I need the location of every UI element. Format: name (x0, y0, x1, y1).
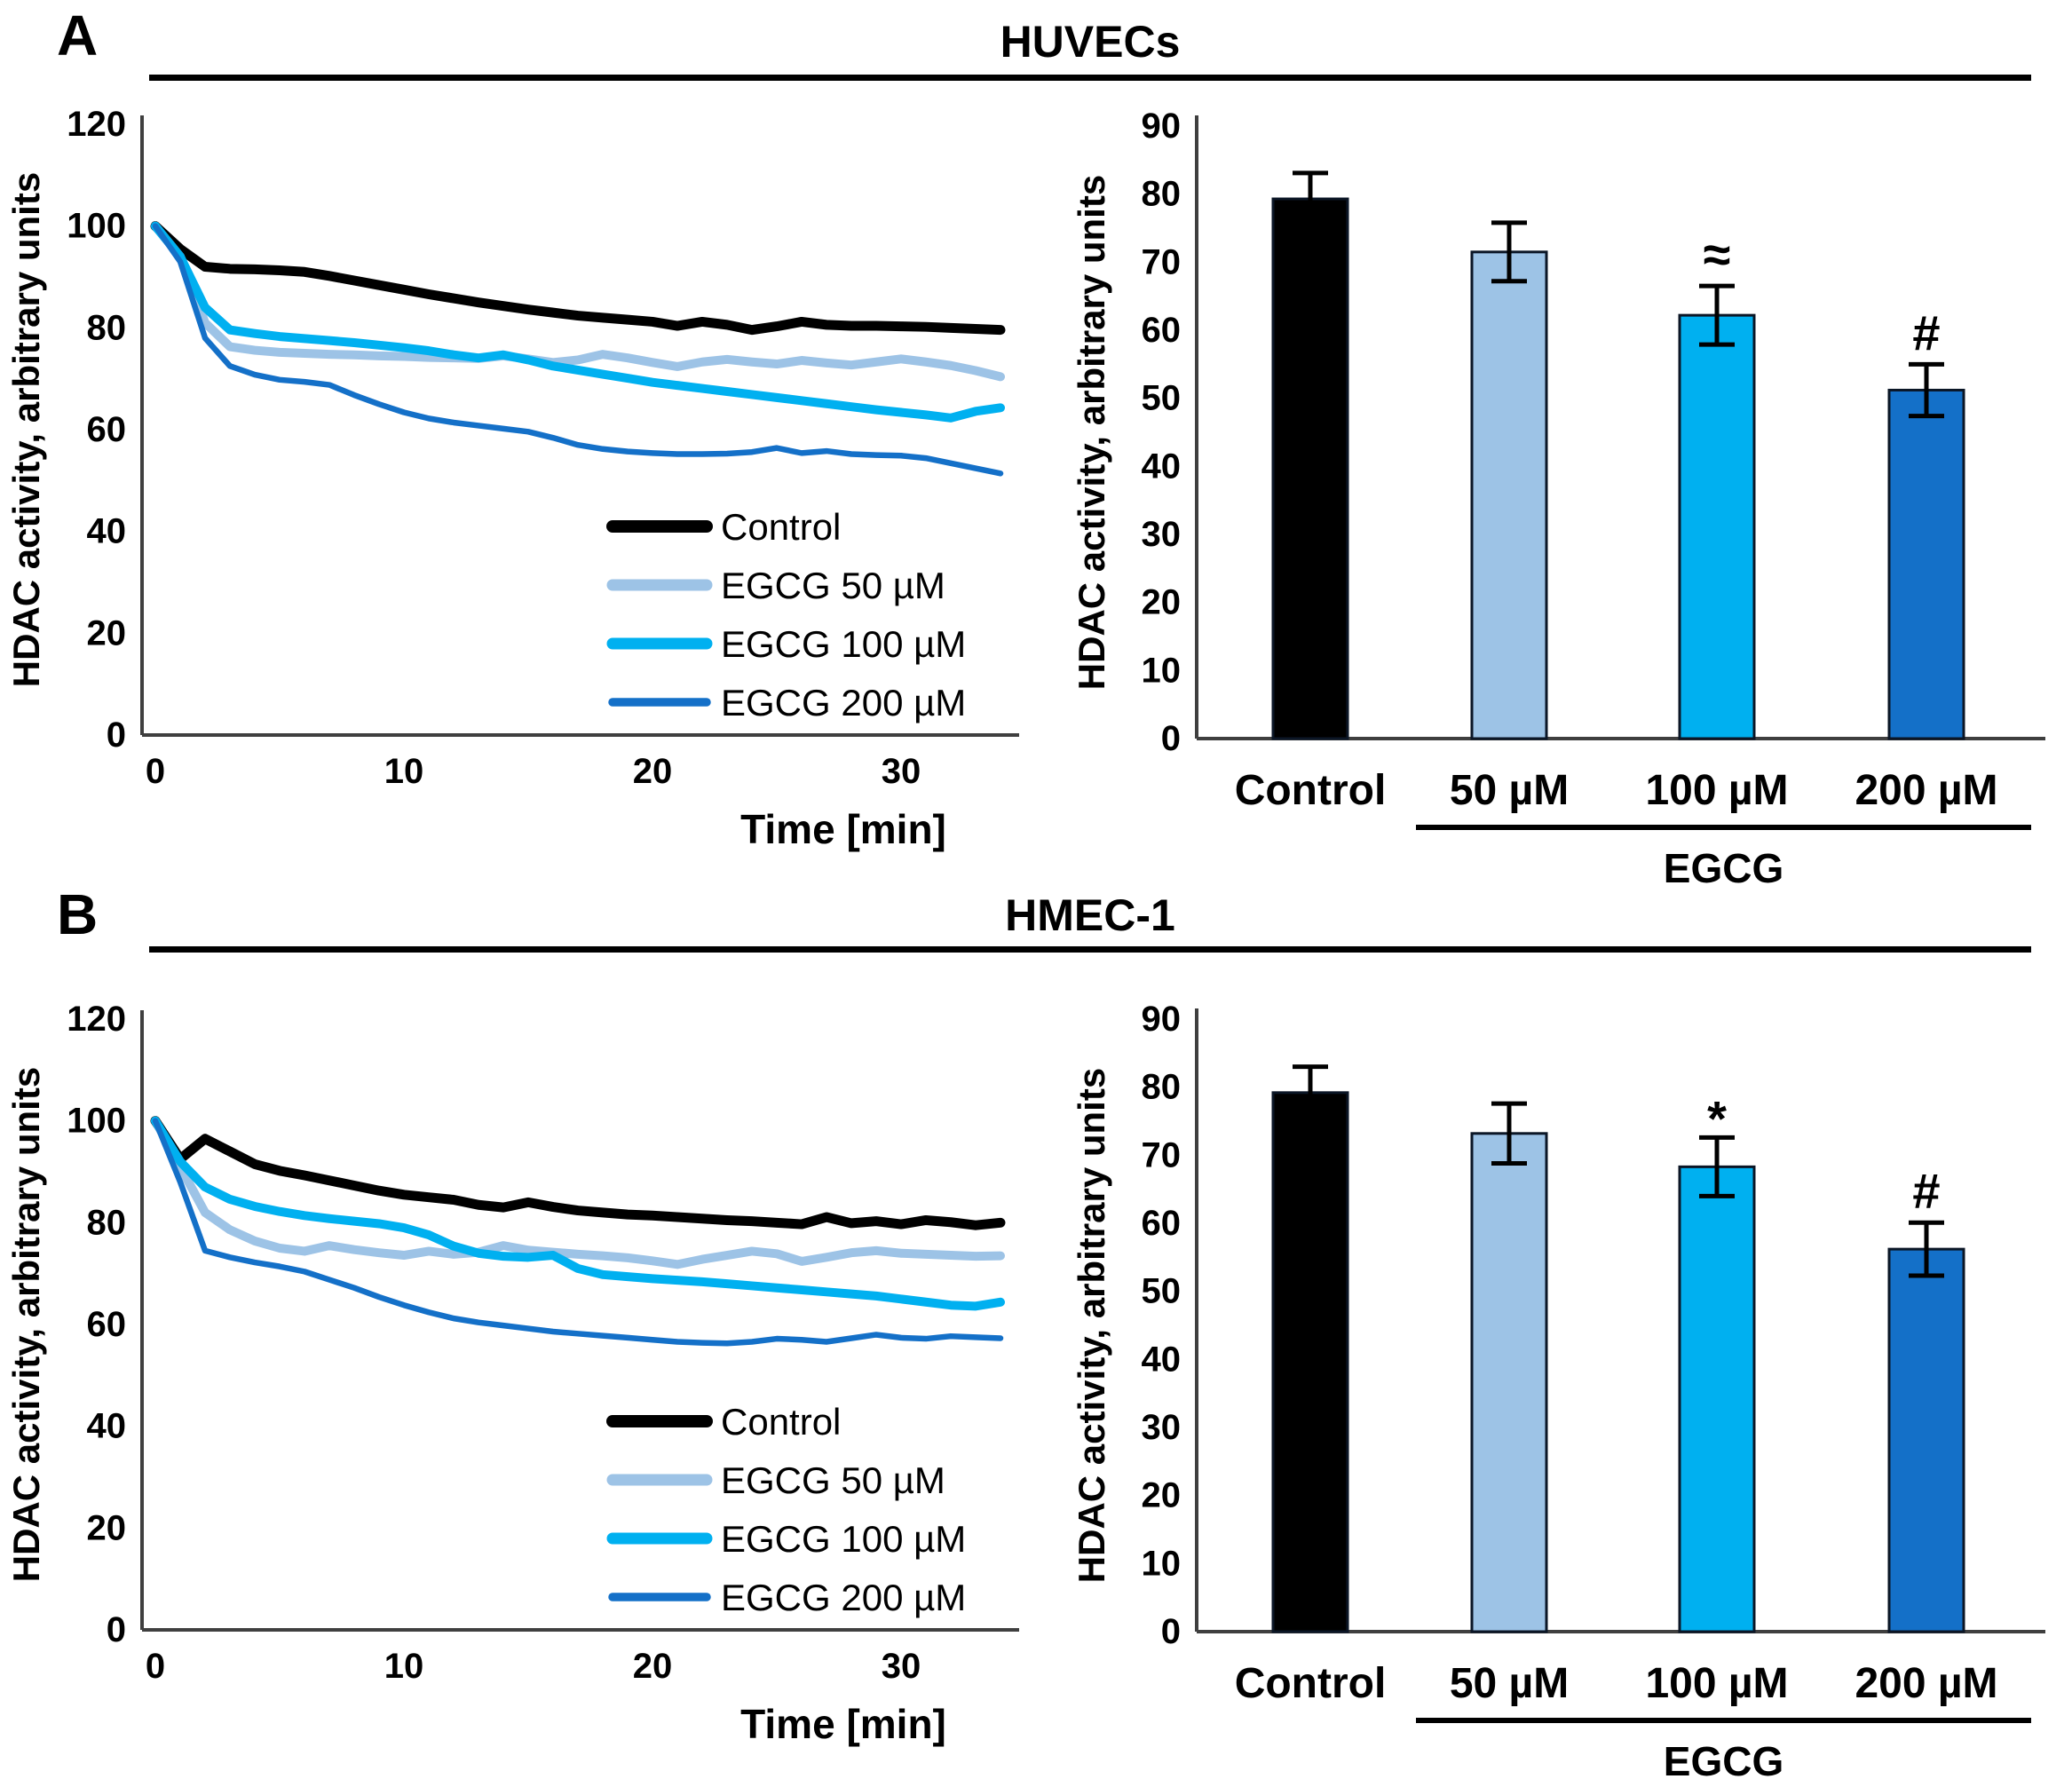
panel-b-bar-y-tick-30: 30 (1142, 1408, 1182, 1447)
panel-a-bar-y-tick-50: 50 (1142, 379, 1182, 418)
panel-a-bar-group-label: EGCG (1664, 845, 1783, 891)
panel-a-line-chart: 0 20 40 60 80 100 120 0 10 20 30 Time [min] HDAC act… (5, 105, 1019, 852)
panel-b-line-series-2 (151, 1116, 1005, 1311)
panel-a-line-y-tick-100: 100 (67, 207, 126, 246)
panel-b-line-legend-label-2: EGCG 100 µM (721, 1518, 966, 1560)
panel-b-line-series-0 (150, 1116, 1006, 1230)
panel-a-bar-y-tick-10: 10 (1142, 651, 1182, 690)
panel-a-bar-y-tick-90: 90 (1142, 107, 1182, 146)
panel-a-line-y-tick-20: 20 (87, 613, 127, 652)
panel-a-bar-annotation-3: # (1912, 304, 1940, 360)
panel-a-bar-bar-0 (1271, 197, 1349, 740)
panel-a-line-x-tick-20: 20 (633, 752, 673, 791)
panel-b-bar-y-tick-20: 20 (1142, 1476, 1182, 1515)
panel-a-line-x-tick-30: 30 (882, 752, 921, 791)
panel-a-bar-y-tick-60: 60 (1142, 311, 1182, 350)
panel-b-line-legend-label-0: Control (721, 1401, 841, 1443)
panel-b-bar-bar-1 (1470, 1132, 1548, 1633)
panel-a-line-legend-label-0: Control (721, 506, 841, 548)
panel-a-bar-bar-3 (1887, 388, 1965, 740)
panel-b-bar-y-tick-60: 60 (1142, 1204, 1182, 1243)
panel-b-bar-y-tick-80: 80 (1142, 1068, 1182, 1107)
panel-b-bar-y-tick-40: 40 (1142, 1340, 1182, 1379)
panel-b-bar-cat-label-3: 200 µM (1855, 1660, 1997, 1707)
panel-b-bar-bar-0 (1271, 1091, 1349, 1633)
panel-b-bar-cat-label-0: Control (1235, 1660, 1387, 1707)
panel-a-line-y-tick-120: 120 (67, 105, 126, 144)
panel-b-bar-cat-label-2: 100 µM (1645, 1660, 1788, 1707)
panel-a-line-y-tick-0: 0 (107, 716, 126, 755)
panel-b-bar-bar-2 (1678, 1165, 1756, 1633)
panel-a-bar-annotation-2: ≈ (1704, 226, 1731, 282)
panel-a-bar-y-tick-0: 0 (1161, 719, 1181, 758)
panel-a-bar-y-tick-20: 20 (1142, 583, 1182, 622)
panel-a-line-series-3 (152, 223, 1004, 477)
panel-b-line-y-tick-40: 40 (87, 1407, 127, 1446)
panel-b-bar-y-tick-10: 10 (1142, 1544, 1182, 1583)
panel-b-title-rule (149, 946, 2031, 953)
panel-b-line-legend-label-3: EGCG 200 µM (721, 1577, 966, 1618)
panel-b-line-y-tick-60: 60 (87, 1305, 127, 1344)
panel-a-bar-y-tick-30: 30 (1142, 515, 1182, 554)
panel-a-line-x-tick-10: 10 (384, 752, 424, 791)
panel-b-line-x-tick-20: 20 (633, 1647, 673, 1686)
panel-a-bar-bar-2 (1678, 313, 1756, 740)
panel-b-bar-y-tick-70: 70 (1142, 1135, 1182, 1174)
panel-b-bar-bar-3 (1887, 1247, 1965, 1633)
panel-b-line-y-tick-120: 120 (67, 1000, 126, 1039)
panel-b-bar-cat-label-1: 50 µM (1450, 1660, 1569, 1707)
panel-a-line-series-2 (151, 221, 1005, 423)
panel-b-bar-group-label: EGCG (1664, 1738, 1783, 1784)
panel-b-line-series-1 (151, 1116, 1005, 1269)
panel-b-bar-y-tick-0: 0 (1161, 1612, 1181, 1651)
panel-a-bar-cat-label-3: 200 µM (1855, 767, 1997, 814)
panel-a-title: HUVECs (1000, 17, 1181, 67)
panel-b-line-y-tick-20: 20 (87, 1508, 127, 1547)
panel-a-line-legend-label-3: EGCG 200 µM (721, 682, 966, 723)
panel-a-line-x-axis-label: Time [min] (740, 806, 946, 852)
panel-b-line-series-3 (152, 1118, 1004, 1347)
panel-b-title: HMEC-1 (1005, 890, 1175, 940)
panel-a-title-rule (149, 75, 2031, 81)
panel-a-bar-chart: 0 10 20 30 40 50 60 70 80 90 HDAC activity, arbitr… (1071, 107, 2045, 891)
panel-b-line-legend-label-1: EGCG 50 µM (721, 1459, 945, 1501)
panel-a-label: A (57, 4, 99, 67)
panel-a-line-y-tick-40: 40 (87, 512, 127, 551)
panel-b-line-x-axis-label: Time [min] (740, 1701, 946, 1747)
panel-a-line-x-tick-0: 0 (146, 752, 165, 791)
panel-a-bar-cat-label-1: 50 µM (1450, 767, 1569, 814)
panel-b-label: B (57, 882, 99, 946)
panel-a-bar-y-tick-40: 40 (1142, 447, 1182, 486)
panel-b-bar-annotation-3: # (1912, 1163, 1940, 1219)
panel-b-line-chart: 0 20 40 60 80 100 120 0 10 20 30 Time [min] HDAC act… (5, 1000, 1019, 1747)
panel-b-line-x-tick-0: 0 (146, 1647, 165, 1686)
panel-a-bar-cat-label-0: Control (1235, 767, 1387, 814)
panel-a-line-legend-label-1: EGCG 50 µM (721, 565, 945, 606)
panel-a-line-y-axis-label: HDAC activity, arbitrary units (5, 172, 47, 687)
panel-b-bar-y-tick-50: 50 (1142, 1272, 1182, 1311)
panel-b-line-y-tick-80: 80 (87, 1203, 127, 1242)
panel-a-bar-y-tick-70: 70 (1142, 242, 1182, 281)
panel-b-bar-y-tick-90: 90 (1142, 1000, 1182, 1039)
panel-a-bar-y-tick-80: 80 (1142, 175, 1182, 214)
panel-a-bar-y-axis-label: HDAC activity, arbitrary units (1071, 175, 1112, 690)
panel-a-line-series-0 (150, 221, 1006, 336)
panel-a-line-series-1 (151, 221, 1005, 382)
panel-a-line-y-tick-80: 80 (87, 308, 127, 347)
panel-a-bar-bar-1 (1470, 250, 1548, 740)
panel-b-line-x-tick-10: 10 (384, 1647, 424, 1686)
panel-b-line-y-tick-0: 0 (107, 1610, 126, 1649)
panel-b-line-x-tick-30: 30 (882, 1647, 921, 1686)
panel-a-line-legend-label-2: EGCG 100 µM (721, 623, 966, 665)
panel-b-line-y-tick-100: 100 (67, 1102, 126, 1141)
panel-b-bar-y-axis-label: HDAC activity, arbitrary units (1071, 1068, 1112, 1583)
panel-a-line-y-tick-60: 60 (87, 410, 127, 449)
panel-b-bar-chart: 0 10 20 30 40 50 60 70 80 90 HDAC activity, arbitr… (1071, 1000, 2045, 1784)
panel-b-line-y-axis-label: HDAC activity, arbitrary units (5, 1067, 47, 1582)
panel-a-bar-cat-label-2: 100 µM (1645, 767, 1788, 814)
panel-b-bar-annotation-2: * (1707, 1090, 1727, 1146)
